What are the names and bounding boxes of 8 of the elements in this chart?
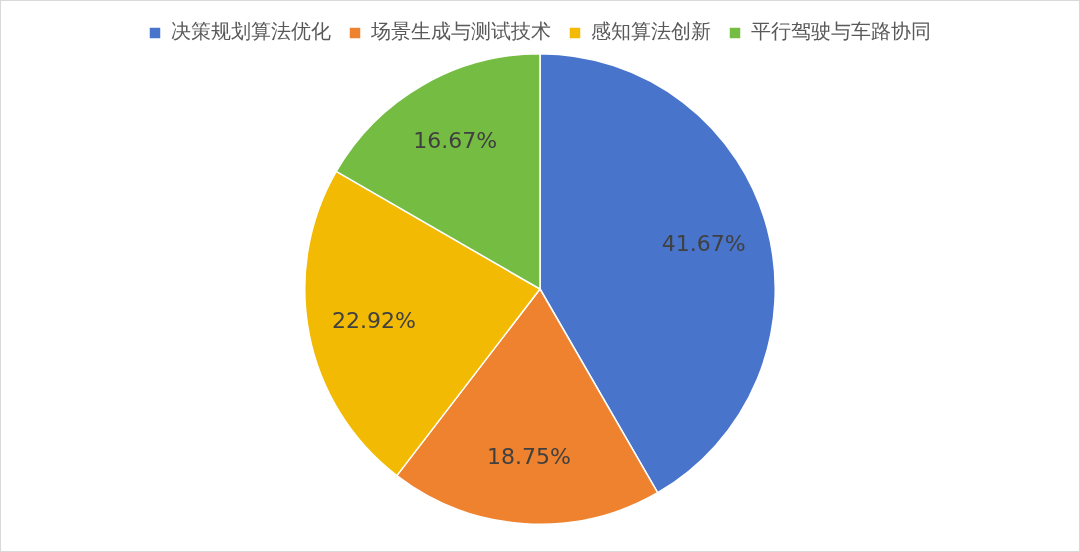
- data-label: 18.75%: [487, 443, 571, 469]
- legend-label: 场景生成与测试技术: [370, 19, 551, 44]
- legend-label: 决策规划算法优化: [171, 19, 331, 44]
- data-label: 22.92%: [331, 307, 416, 333]
- data-label: 41.67%: [661, 230, 746, 256]
- legend-label: 感知算法创新: [591, 19, 711, 44]
- legend-label: 平行驾驶与车路协同: [751, 19, 931, 44]
- data-label: 16.67%: [413, 128, 498, 154]
